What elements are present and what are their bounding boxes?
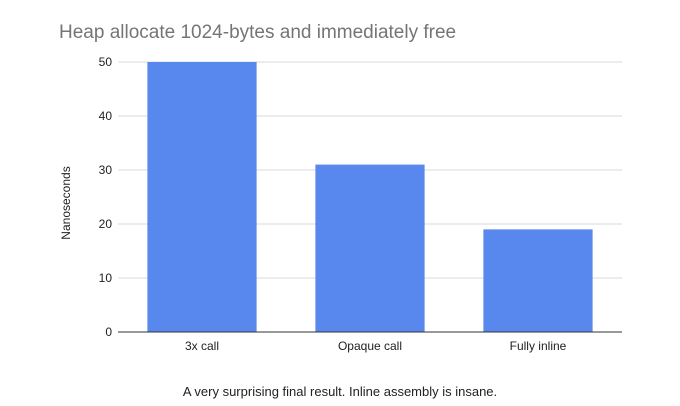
y-tick-label: 10 [99,271,113,285]
x-tick-label: Opaque call [338,339,402,353]
bars [147,62,593,332]
chart-title: Heap allocate 1024-bytes and immediately… [59,22,456,43]
bar-fully-inline [483,229,593,332]
y-axis-label: Nanoseconds [59,166,73,239]
y-tick-label: 0 [105,325,112,339]
y-tick-label: 40 [99,109,113,123]
x-tick-label: Fully inline [510,339,567,353]
y-tick-label: 30 [99,163,113,177]
y-tick-label: 20 [99,217,113,231]
y-tick-labels: 0 10 20 30 40 50 [99,55,113,339]
x-tick-label: 3x call [185,339,219,353]
chart-caption: A very surprising final result. Inline a… [183,384,497,399]
bar-3x-call [147,62,257,332]
y-tick-label: 50 [99,55,113,69]
x-tick-labels: 3x call Opaque call Fully inline [185,339,567,353]
bar-opaque-call [315,164,425,332]
